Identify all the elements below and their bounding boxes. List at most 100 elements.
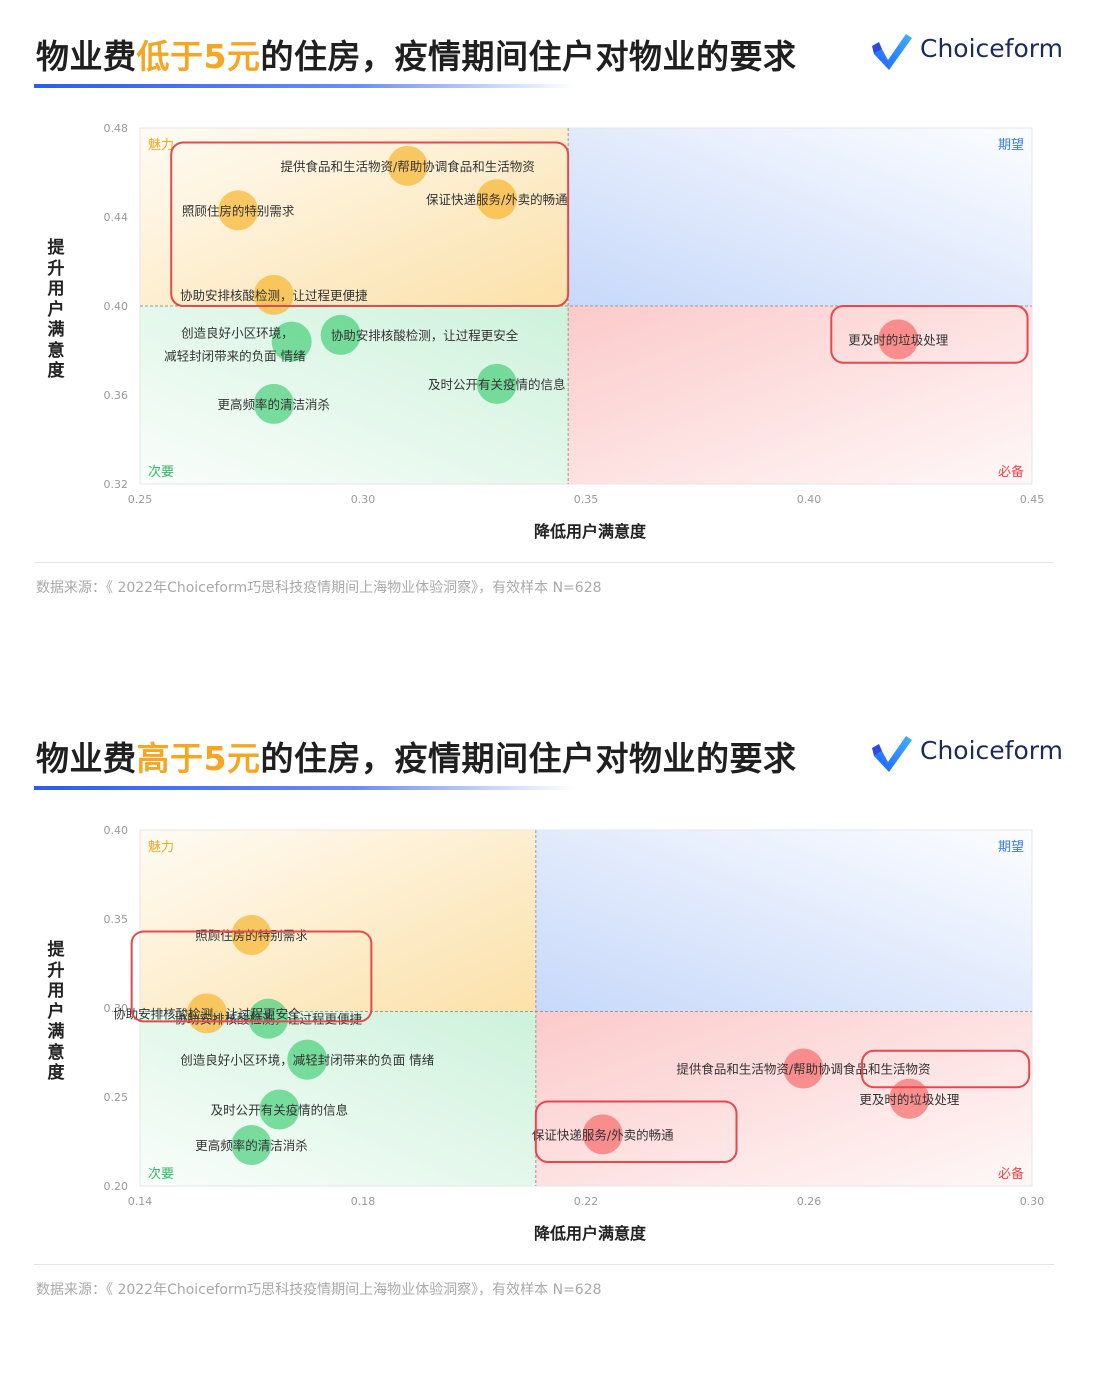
- data-point-label: 协助安排核酸检测，让过程更便捷: [180, 288, 368, 303]
- data-point: [320, 314, 361, 355]
- x-axis-label: 降低用户满意度: [533, 522, 646, 541]
- title-underline: [34, 84, 574, 88]
- data-point: [218, 190, 259, 231]
- data-point-label: 协助安排核酸检测，让过程更安全: [331, 328, 519, 343]
- x-tick-label: 0.22: [574, 1195, 599, 1208]
- quadrant-label-top-right: 期望: [998, 839, 1024, 855]
- quadrant-label-top-left: 魅力: [148, 840, 174, 855]
- x-tick-label: 0.30: [1020, 1195, 1045, 1208]
- data-point-label: 创造良好小区环境，: [181, 326, 294, 341]
- x-tick-label: 0.40: [797, 493, 822, 506]
- divider: [34, 1264, 1054, 1265]
- data-point-label: 提供食品和生活物资/帮助协调食品和生活物资: [676, 1062, 930, 1077]
- quadrant-top-right: [568, 128, 1032, 306]
- data-point-label: 保证快递服务/外卖的畅通: [426, 192, 568, 207]
- plot-border: [139, 829, 1033, 1187]
- data-point-label: 照顾住房的特别需求: [182, 203, 295, 218]
- data-point-label: 及时公开有关疫情的信息: [211, 1102, 349, 1117]
- y-tick-label: 0.32: [104, 478, 129, 491]
- data-point-label: 协助安排核酸检测，让过程更安全: [113, 1006, 301, 1021]
- y-axis-label: 提升用户满意度: [47, 238, 65, 381]
- data-point: [889, 1078, 930, 1119]
- highlight-box: [534, 1100, 738, 1163]
- choiceform-logo: Choiceform: [870, 732, 1070, 776]
- title-underline: [34, 786, 574, 790]
- y-tick-label: 0.30: [104, 1002, 129, 1015]
- y-tick-label: 0.44: [104, 211, 129, 224]
- data-point-label: 协助安排核酸检测，让过程更便捷: [174, 1012, 362, 1027]
- data-point-label: 保证快递服务/外卖的畅通: [532, 1127, 674, 1142]
- quadrant-label-top-left: 魅力: [148, 138, 174, 153]
- data-point: [287, 1039, 328, 1080]
- data-point: [231, 915, 272, 956]
- quadrant-bottom-right: [568, 306, 1032, 484]
- logo-text: Choiceform: [920, 34, 1063, 63]
- data-point: [387, 145, 428, 186]
- data-point-label: 及时公开有关疫情的信息: [428, 377, 566, 392]
- logo-text: Choiceform: [920, 736, 1063, 765]
- quadrant-bottom-right: [535, 1011, 1032, 1186]
- x-tick-label: 0.45: [1020, 493, 1045, 506]
- title-highlight: 高于5元: [136, 739, 261, 778]
- data-point-label: 更高频率的清洁消杀: [218, 397, 331, 412]
- y-tick-label: 0.25: [104, 1091, 129, 1104]
- data-point-label: 减轻封闭带来的负面 情绪: [164, 349, 305, 364]
- quadrant-top-left: [140, 830, 536, 1012]
- choiceform-logo: Choiceform: [870, 30, 1070, 74]
- panel-title: 物业费低于5元的住房，疫情期间住户对物业的要求: [36, 37, 797, 76]
- y-tick-label: 0.20: [104, 1180, 129, 1193]
- quadrant-label-bottom-left: 次要: [148, 464, 174, 480]
- panel-title: 物业费高于5元的住房，疫情期间住户对物业的要求: [36, 739, 797, 778]
- y-tick-label: 0.36: [104, 389, 129, 402]
- data-point: [248, 998, 289, 1039]
- quadrant-label-bottom-right: 必备: [998, 1166, 1024, 1182]
- x-tick-label: 0.14: [128, 1195, 153, 1208]
- highlight-box: [130, 930, 373, 1023]
- quadrant-top-right: [535, 830, 1032, 1012]
- data-point-label: 更高频率的清洁消杀: [195, 1138, 308, 1153]
- data-point-label: 创造良好小区环境，减轻封闭带来的负面 情绪: [180, 1053, 434, 1068]
- data-point: [476, 363, 517, 404]
- data-point: [582, 1114, 623, 1155]
- x-axis-label: 降低用户满意度: [533, 1224, 646, 1243]
- chart-panel-high-fee: 物业费高于5元的住房，疫情期间住户对物业的要求 Choiceform 0.14 0…: [0, 702, 1120, 1382]
- data-point: [783, 1048, 824, 1089]
- data-point: [259, 1089, 300, 1130]
- quadrant-bottom-left: [140, 1011, 536, 1186]
- data-point: [186, 993, 227, 1034]
- x-tick-label: 0.25: [128, 493, 153, 506]
- data-point: [253, 383, 294, 424]
- x-tick-label: 0.35: [574, 493, 599, 506]
- data-point-label: 更及时的垃圾处理: [859, 1092, 960, 1107]
- highlight-box: [860, 1049, 1031, 1089]
- scatter-chart: 0.25 0.30 0.35 0.40 0.45 0.32 0.36 0.40 0.44 0.48…: [104, 122, 1045, 506]
- data-source-note: 数据来源：《 2022年Choiceform巧思科技疫情期间上海物业体验洞察》，…: [36, 1282, 602, 1298]
- quadrant-label-bottom-left: 次要: [148, 1166, 174, 1182]
- data-point: [271, 321, 312, 362]
- x-tick-label: 0.30: [351, 493, 376, 506]
- data-source-note: 数据来源：《 2022年Choiceform巧思科技疫情期间上海物业体验洞察》，…: [36, 580, 602, 596]
- y-axis-label: 提升用户满意度: [47, 940, 65, 1083]
- chart-panel-low-fee: 物业费低于5元的住房，疫情期间住户对物业的要求 Choiceform 0.25 0…: [0, 0, 1120, 680]
- highlight-box: [170, 141, 570, 308]
- data-point: [878, 319, 919, 360]
- y-tick-label: 0.40: [104, 824, 129, 837]
- highlight-box: [830, 305, 1029, 364]
- x-tick-label: 0.26: [797, 1195, 822, 1208]
- data-point-label: 照顾住房的特别需求: [195, 928, 308, 943]
- title-highlight: 低于5元: [136, 37, 261, 76]
- data-point: [231, 1125, 272, 1166]
- quadrant-label-top-right: 期望: [998, 137, 1024, 153]
- x-tick-label: 0.18: [351, 1195, 376, 1208]
- choiceform-logo-icon: [872, 34, 912, 70]
- data-point-label: 更及时的垃圾处理: [848, 332, 949, 347]
- quadrant-label-bottom-right: 必备: [998, 464, 1024, 480]
- scatter-chart: 0.14 0.18 0.22 0.26 0.30 0.20 0.25 0.30 0.35 0.40…: [104, 824, 1045, 1208]
- y-tick-label: 0.35: [104, 913, 129, 926]
- y-tick-label: 0.48: [104, 122, 129, 135]
- data-point: [253, 274, 294, 315]
- y-tick-label: 0.40: [104, 300, 129, 313]
- data-point-label: 提供食品和生活物资/帮助协调食品和生活物资: [280, 159, 534, 174]
- data-point: [476, 179, 517, 220]
- choiceform-logo-icon: [872, 736, 912, 772]
